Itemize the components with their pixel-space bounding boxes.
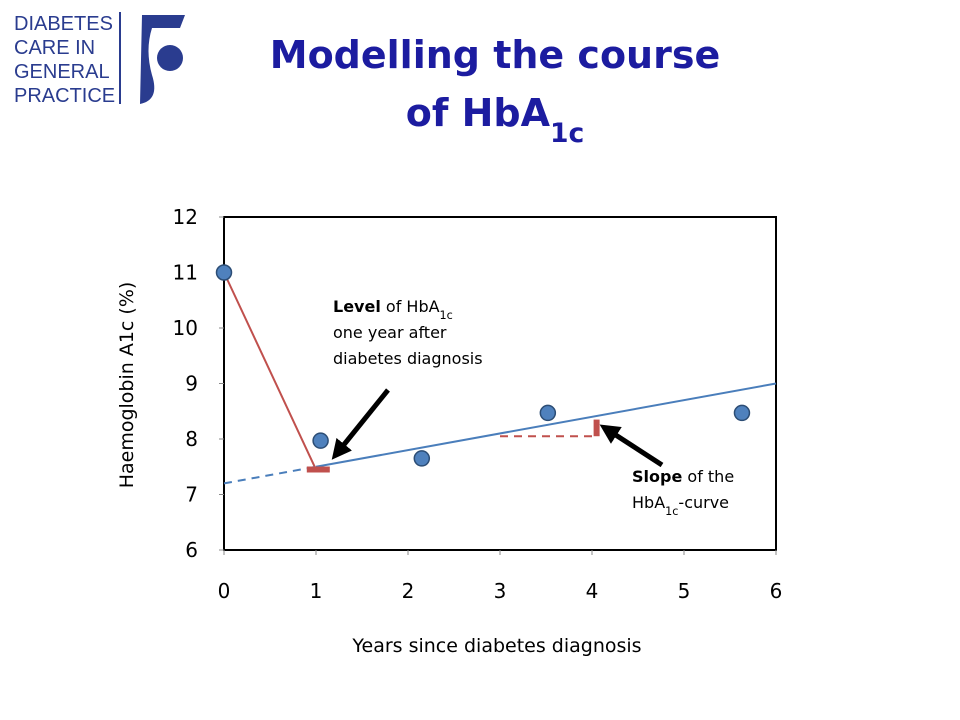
- x-tick-label: 5: [678, 579, 691, 603]
- point: [215, 264, 233, 281]
- text-segment: of HbA: [381, 297, 440, 316]
- x-tick-label: 3: [494, 579, 507, 603]
- text-segment: -curve: [678, 493, 729, 512]
- y-tick-label: 6: [185, 538, 198, 562]
- y-tick-label: 10: [173, 316, 198, 340]
- point: [539, 404, 557, 422]
- y-tick-label: 9: [185, 372, 198, 396]
- point: [733, 404, 751, 422]
- arrow: [599, 424, 664, 468]
- line: [223, 465, 317, 485]
- line: [315, 382, 777, 468]
- point: [312, 432, 329, 449]
- logo-text: PRACTICE: [14, 85, 115, 107]
- annotation: diabetes diagnosis: [333, 349, 483, 368]
- arrow: [331, 388, 390, 460]
- point: [413, 450, 431, 467]
- x-tick-label: 1: [310, 579, 323, 603]
- y-tick-label: 11: [173, 261, 198, 285]
- y-tick-label: 7: [185, 483, 198, 507]
- y-axis-label: Haemoglobin A1c (%): [116, 282, 138, 489]
- text-segment: one year after: [333, 323, 447, 342]
- y-tick-label: 12: [173, 205, 198, 229]
- logo-graphic: [119, 12, 185, 104]
- logo-text: CARE IN: [14, 37, 95, 59]
- logo-text: DIABETES: [14, 13, 113, 35]
- text-segment: 1c: [440, 309, 453, 322]
- text-segment: of HbA: [406, 91, 551, 135]
- title: Modelling the course: [270, 33, 721, 77]
- annotation: one year after: [333, 323, 447, 342]
- title: of HbA1c: [406, 91, 585, 149]
- annotation: HbA1c-curve: [632, 493, 729, 518]
- text-segment: 1c: [550, 118, 584, 149]
- x-tick-label: 4: [586, 579, 599, 603]
- text-segment: 1c: [665, 505, 678, 518]
- logo-text: GENERAL: [14, 61, 110, 83]
- text-segment: of the: [682, 467, 734, 486]
- line: [223, 272, 317, 470]
- annotation: Level of HbA1c: [333, 297, 453, 322]
- text-segment: Level: [333, 297, 381, 316]
- x-tick-label: 0: [218, 579, 231, 603]
- y-tick-label: 8: [185, 427, 198, 451]
- x-tick-label: 2: [402, 579, 415, 603]
- text-segment: HbA: [632, 493, 665, 512]
- text-segment: diabetes diagnosis: [333, 349, 483, 368]
- x-axis-label: Years since diabetes diagnosis: [351, 635, 641, 657]
- text-segment: Modelling the course: [270, 33, 721, 77]
- x-tick-label: 6: [770, 579, 783, 603]
- text-segment: Slope: [632, 467, 682, 486]
- annotation: Slope of the: [632, 467, 734, 486]
